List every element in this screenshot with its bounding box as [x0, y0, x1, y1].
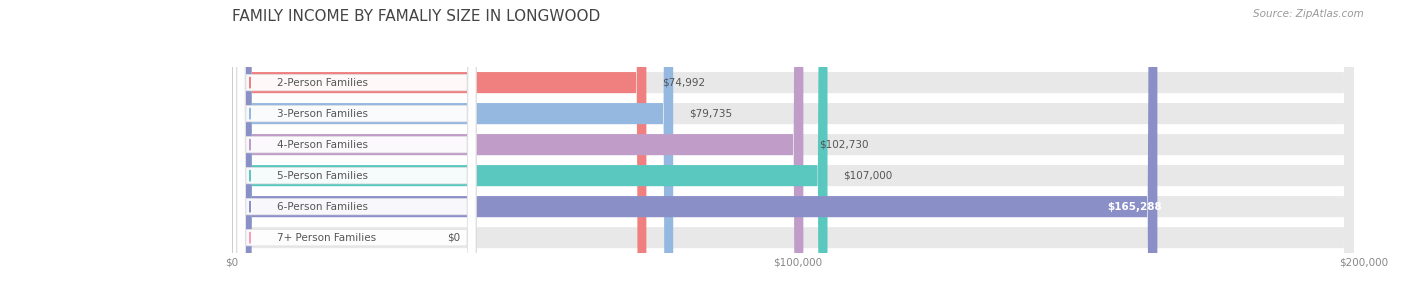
FancyBboxPatch shape: [238, 0, 477, 305]
Text: $107,000: $107,000: [844, 170, 893, 181]
Text: $74,992: $74,992: [662, 77, 706, 88]
FancyBboxPatch shape: [242, 0, 1354, 305]
FancyBboxPatch shape: [242, 0, 828, 305]
Text: 3-Person Families: 3-Person Families: [277, 109, 368, 119]
FancyBboxPatch shape: [238, 0, 477, 305]
FancyBboxPatch shape: [238, 0, 477, 305]
FancyBboxPatch shape: [242, 0, 673, 305]
Text: $79,735: $79,735: [689, 109, 733, 119]
Text: 4-Person Families: 4-Person Families: [277, 140, 368, 150]
Text: $0: $0: [447, 233, 460, 243]
Text: FAMILY INCOME BY FAMALIY SIZE IN LONGWOOD: FAMILY INCOME BY FAMALIY SIZE IN LONGWOO…: [232, 9, 600, 24]
FancyBboxPatch shape: [242, 0, 1354, 305]
FancyBboxPatch shape: [242, 0, 1354, 305]
FancyBboxPatch shape: [238, 0, 477, 305]
FancyBboxPatch shape: [242, 0, 1354, 305]
FancyBboxPatch shape: [242, 0, 803, 305]
FancyBboxPatch shape: [242, 0, 1157, 305]
FancyBboxPatch shape: [238, 0, 477, 305]
FancyBboxPatch shape: [238, 0, 477, 305]
Text: 5-Person Families: 5-Person Families: [277, 170, 368, 181]
FancyBboxPatch shape: [242, 0, 647, 305]
Text: Source: ZipAtlas.com: Source: ZipAtlas.com: [1253, 9, 1364, 19]
Text: 2-Person Families: 2-Person Families: [277, 77, 368, 88]
Text: 6-Person Families: 6-Person Families: [277, 202, 368, 212]
FancyBboxPatch shape: [242, 0, 1354, 305]
Text: $102,730: $102,730: [820, 140, 869, 150]
FancyBboxPatch shape: [242, 0, 1354, 305]
Text: $165,288: $165,288: [1107, 202, 1161, 212]
Text: 7+ Person Families: 7+ Person Families: [277, 233, 377, 243]
